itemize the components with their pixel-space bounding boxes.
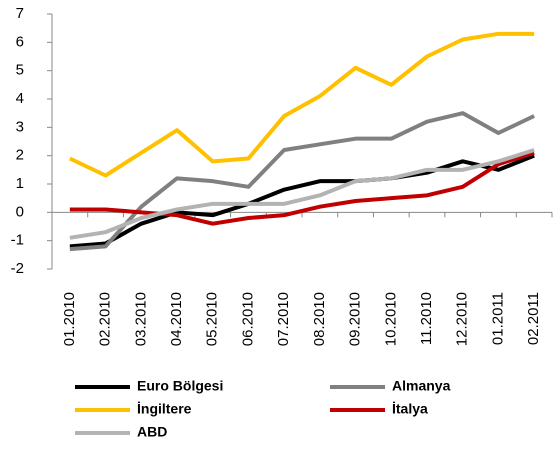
series-line xyxy=(69,148,535,240)
y-tick-label: 2 xyxy=(16,147,24,164)
y-tick-label: -2 xyxy=(11,260,24,277)
x-tick-label: 06.2010 xyxy=(239,292,256,346)
x-tick-label: 01.2010 xyxy=(61,292,78,346)
x-tick-label: 12.2010 xyxy=(454,292,471,346)
x-tick-label: 05.2010 xyxy=(204,292,221,346)
legend-label: Almanya xyxy=(392,378,451,394)
x-tick-label: 04.2010 xyxy=(168,292,185,346)
x-tick-label: 02.2011 xyxy=(525,292,542,345)
series-line xyxy=(68,31,535,178)
legend-label: ABD xyxy=(137,424,167,440)
y-tick-label: 6 xyxy=(16,33,24,50)
series-line xyxy=(69,153,535,249)
legend-label: İngiltere xyxy=(137,401,192,417)
y-tick-label: 5 xyxy=(16,62,24,79)
x-tick-label: 10.2010 xyxy=(382,292,399,346)
y-tick-label: 0 xyxy=(16,203,24,220)
series-line xyxy=(69,111,536,252)
y-tick-label: 7 xyxy=(16,5,24,22)
x-tick-label: 07.2010 xyxy=(275,292,292,346)
x-tick-label: 11.2010 xyxy=(418,292,435,345)
x-tick-label: 03.2010 xyxy=(132,292,149,346)
y-tick-label: 3 xyxy=(16,118,24,135)
y-tick-label: 1 xyxy=(16,175,24,192)
x-tick-label: 08.2010 xyxy=(311,292,328,346)
x-tick-label: 01.2011 xyxy=(489,292,506,345)
x-tick-label: 09.2010 xyxy=(347,292,364,346)
y-tick-label: -1 xyxy=(11,232,24,249)
y-tick-label: 4 xyxy=(16,90,24,107)
series-line xyxy=(69,150,535,226)
x-tick-label: 02.2010 xyxy=(97,292,114,346)
legend-label: İtalya xyxy=(392,401,428,417)
legend-label: Euro Bölgesi xyxy=(137,378,223,394)
